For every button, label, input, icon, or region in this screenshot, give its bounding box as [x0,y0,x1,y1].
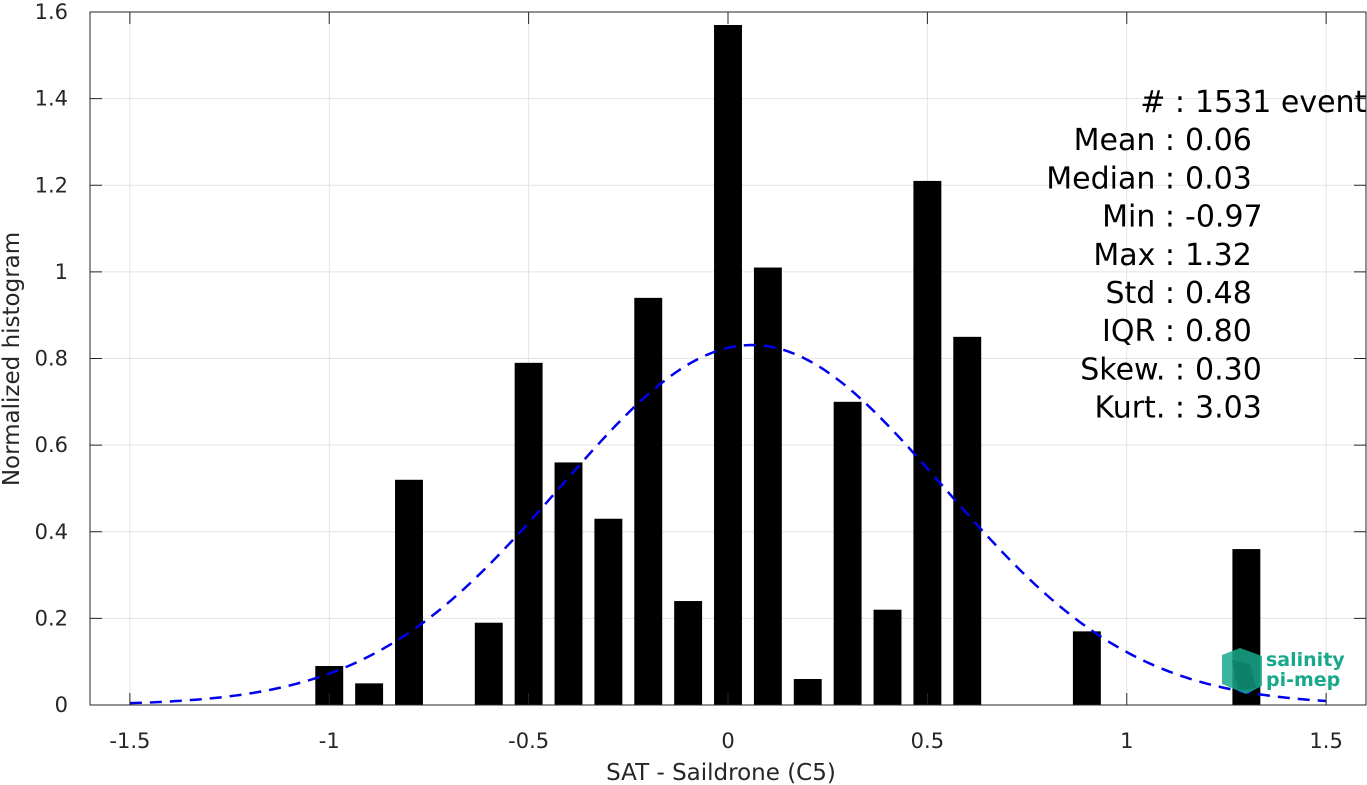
stat-label: Std : [1106,276,1176,311]
x-tick-labels: -1.5 -1 -0.5 0 0.5 1 1.5 [109,729,1342,753]
x-axis-label: SAT - Saildrone (C5) [606,760,836,785]
y-tick-label: 0.6 [35,433,68,457]
stat-value: 1.32 [1185,238,1252,273]
stat-label: IQR : [1102,314,1175,349]
stat-label: Median : [1046,161,1175,196]
y-tick-label: 0.2 [35,606,68,630]
normal-fit-curve [129,343,1327,705]
logo-line1: salinity [1266,649,1345,671]
y-axis-label: Normalized histogram [0,232,25,486]
y-tick-label: 1.4 [35,87,68,111]
stat-label: # : [1140,85,1185,120]
stat-label: Max : [1093,238,1175,273]
histogram-bar [714,24,742,705]
x-tick-label: -0.5 [508,729,549,753]
stat-label: Kurt. : [1095,391,1185,426]
histogram-bar [355,683,384,705]
y-tick-label: 1 [55,260,68,284]
logo-line2: pi-mep [1266,669,1340,691]
stat-value: 0.30 [1195,352,1262,387]
stat-value: 0.48 [1185,276,1252,311]
stats-box: # : 1531 events Mean : 0.06 Median : 0.03 Min … [1046,85,1367,426]
histogram-bars [315,24,1261,705]
histogram-bar [1072,631,1101,705]
y-tick-labels: 0 0.2 0.4 0.6 0.8 1 1.2 1.4 1.6 [35,0,68,717]
y-tick-label: 0 [55,693,68,717]
stat-value: 1531 events [1195,85,1367,120]
histogram-bar [634,297,663,705]
stat-value: 0.03 [1185,161,1252,196]
histogram-bar [753,267,782,705]
y-tick-label: 1.6 [35,0,68,24]
histogram-bar [953,336,982,705]
histogram-bar [474,622,503,705]
y-tick-label: 0.8 [35,347,68,371]
x-tick-label: -1 [319,729,340,753]
stat-value: -0.97 [1185,200,1263,235]
y-tick-label: 1.2 [35,173,68,197]
histogram-bar [554,462,583,705]
x-tick-label: 0 [721,729,734,753]
stat-label: Min : [1102,200,1175,235]
stat-label: Skew. : [1080,352,1185,387]
histogram-bar [793,679,822,705]
histogram-bar [674,601,703,705]
stat-value: 0.80 [1185,314,1252,349]
axis-ticks [90,11,1366,706]
x-tick-label: 0.5 [911,729,944,753]
x-tick-label: -1.5 [109,729,150,753]
stat-value: 3.03 [1195,391,1262,426]
stat-value: 0.06 [1185,123,1252,158]
histogram-bar [594,518,623,705]
histogram-bar [873,609,902,705]
salinity-pi-mep-logo: salinity pi-mep [1222,648,1345,694]
y-tick-label: 0.4 [35,520,68,544]
stat-label: Mean : [1074,123,1175,158]
x-tick-label: 1.5 [1309,729,1342,753]
histogram-bar [395,479,423,705]
logo-mark-shade-icon [1232,660,1256,690]
x-tick-label: 1 [1120,729,1133,753]
histogram-bar [833,401,862,705]
histogram-bar [913,180,942,705]
